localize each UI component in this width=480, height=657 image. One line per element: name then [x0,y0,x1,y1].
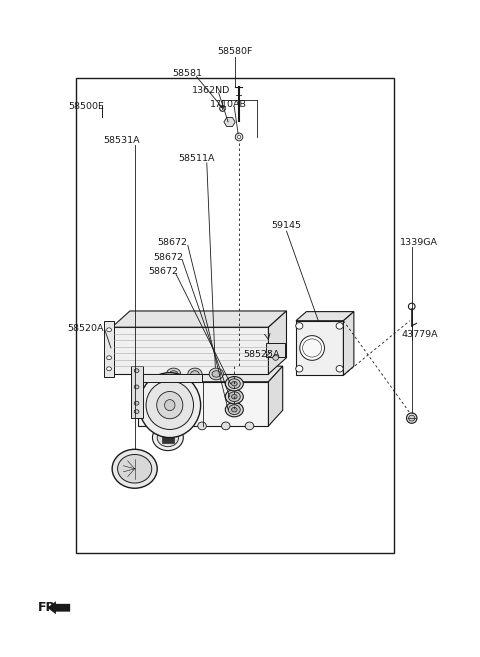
Ellipse shape [153,424,183,451]
Ellipse shape [134,369,139,373]
Bar [296,321,343,375]
Bar [76,78,394,553]
Ellipse shape [157,428,179,447]
Ellipse shape [238,135,240,139]
Text: 43779A: 43779A [401,330,438,340]
Ellipse shape [174,422,182,430]
Text: 58672: 58672 [157,238,188,247]
Ellipse shape [107,356,111,359]
Polygon shape [104,321,114,377]
Polygon shape [138,382,268,426]
Ellipse shape [231,394,237,399]
Text: FR.: FR. [38,601,61,614]
Polygon shape [138,366,283,382]
Ellipse shape [231,407,237,412]
Polygon shape [112,311,287,327]
Ellipse shape [336,323,343,329]
Bar [162,432,174,443]
Text: 59145: 59145 [272,221,301,231]
Text: 1710AB: 1710AB [210,100,247,109]
Bar [266,343,285,357]
Ellipse shape [165,399,175,411]
Ellipse shape [146,381,193,430]
Ellipse shape [228,405,240,415]
Text: 58672: 58672 [153,252,183,261]
Ellipse shape [139,373,201,438]
Ellipse shape [134,385,139,389]
Polygon shape [268,366,283,426]
Ellipse shape [228,379,240,388]
Ellipse shape [212,371,220,377]
FancyArrow shape [48,601,70,614]
Polygon shape [268,311,287,374]
Text: 58531A: 58531A [103,136,140,145]
Text: 58581: 58581 [172,70,202,78]
Ellipse shape [336,365,343,372]
Ellipse shape [150,422,159,430]
Ellipse shape [225,376,243,391]
Ellipse shape [134,410,139,413]
Text: 58672: 58672 [148,267,178,276]
Text: 58511A: 58511A [178,154,215,163]
Polygon shape [224,118,235,127]
Ellipse shape [228,392,240,401]
Ellipse shape [225,390,243,404]
Text: 58500E: 58500E [68,102,104,111]
Ellipse shape [221,422,230,430]
Ellipse shape [225,403,243,417]
Text: 58520A: 58520A [68,324,104,333]
Text: 1362ND: 1362ND [192,85,231,95]
Text: 58525A: 58525A [243,350,279,359]
Ellipse shape [107,328,111,332]
Ellipse shape [198,422,206,430]
Text: 58580F: 58580F [217,47,253,56]
Polygon shape [296,311,354,321]
Bar [112,327,268,374]
Ellipse shape [235,133,243,141]
Ellipse shape [118,455,152,483]
Text: 1339GA: 1339GA [400,238,438,247]
Ellipse shape [296,323,303,329]
Ellipse shape [408,415,415,421]
Ellipse shape [273,355,278,360]
Ellipse shape [191,371,199,377]
Ellipse shape [157,392,183,419]
Ellipse shape [300,336,324,360]
Ellipse shape [231,382,237,386]
Ellipse shape [112,449,157,488]
Polygon shape [343,311,354,375]
Polygon shape [138,374,202,382]
Ellipse shape [134,401,139,405]
Ellipse shape [188,368,202,380]
Ellipse shape [296,365,303,372]
Ellipse shape [167,368,180,380]
Ellipse shape [302,339,322,357]
Ellipse shape [209,368,223,380]
Ellipse shape [107,367,111,371]
Ellipse shape [245,422,254,430]
Ellipse shape [407,413,417,423]
Polygon shape [131,366,143,418]
Ellipse shape [169,371,178,377]
